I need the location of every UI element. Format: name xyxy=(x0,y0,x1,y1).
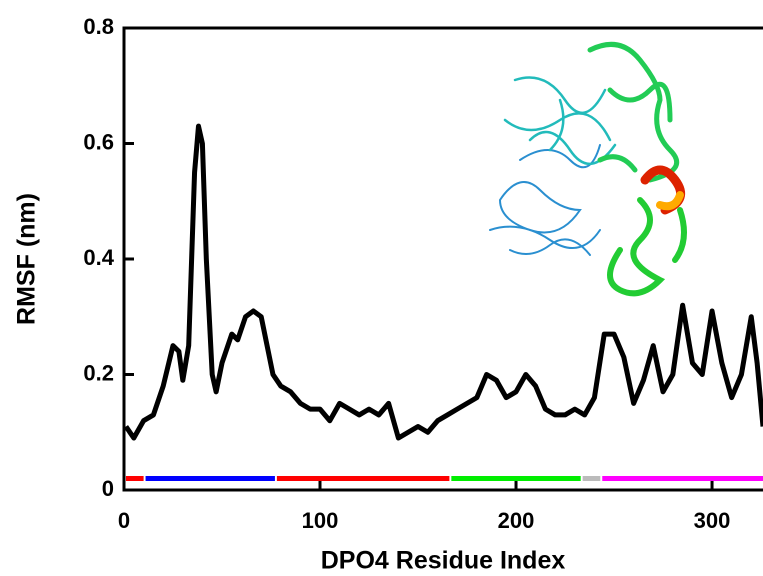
axes-frame xyxy=(122,26,763,492)
y-tick-label: 0.4 xyxy=(83,245,114,270)
rmsf-line xyxy=(123,123,763,441)
y-tick-label: 0.8 xyxy=(83,14,114,39)
y-tick-label: 0.6 xyxy=(83,129,114,154)
protein-structure-inset xyxy=(489,41,687,297)
y-tick-label: 0 xyxy=(102,476,114,501)
x-tick-label: 200 xyxy=(498,508,535,533)
y-axis-title: RMSF (nm) xyxy=(13,193,41,325)
y-tick-label: 0.2 xyxy=(83,360,114,385)
x-tick-label: 300 xyxy=(694,508,731,533)
x-tick-label: 0 xyxy=(118,508,130,533)
x-tick-label: 100 xyxy=(302,508,339,533)
x-axis-title: DPO4 Residue Index xyxy=(321,547,566,575)
